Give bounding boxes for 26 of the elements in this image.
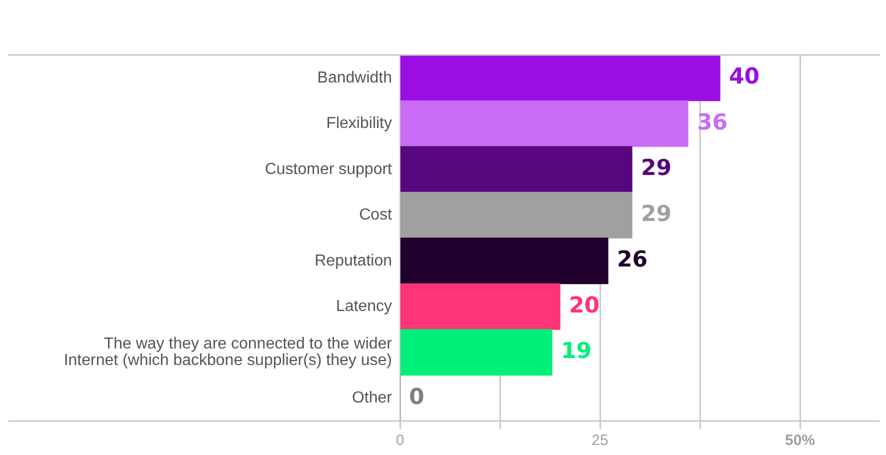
data-label: 29	[641, 156, 672, 182]
y-tick-label: Reputation	[314, 252, 392, 270]
bar	[400, 283, 560, 330]
bar	[400, 238, 608, 284]
data-label: 0	[409, 384, 424, 410]
y-tick-label: Flexibility	[326, 115, 392, 132]
data-label: 40	[729, 64, 760, 90]
x-tick-label: 0	[396, 432, 404, 450]
y-tick-label: Bandwidth	[317, 69, 392, 86]
y-tick-label: Latency	[336, 298, 392, 316]
data-label: 36	[697, 110, 728, 136]
y-tick-label: Cost	[359, 206, 393, 224]
bar	[400, 100, 688, 147]
data-label: 29	[641, 202, 672, 227]
x-tick-label: 50%	[784, 432, 816, 450]
data-label: 26	[617, 248, 648, 273]
data-label: 20	[569, 293, 600, 318]
bar	[400, 192, 632, 238]
data-label: 19	[561, 339, 592, 364]
y-tick-label: Other	[352, 390, 393, 407]
bar	[400, 329, 552, 376]
y-tick-label: The way they are connected to the wider Internet (which backbone supplier(s) they use)	[64, 335, 393, 370]
bar	[400, 55, 720, 102]
bar	[400, 146, 632, 193]
y-tick-label: Customer support	[264, 160, 393, 178]
x-tick-label: 25	[592, 432, 608, 450]
